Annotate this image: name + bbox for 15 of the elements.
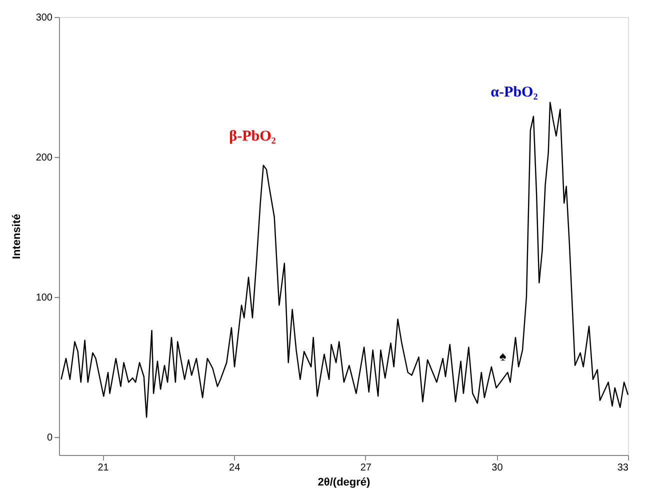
x-tick-label: 30 (492, 462, 504, 474)
x-axis-title: 2θ/(degré) (318, 476, 371, 488)
line-series (60, 102, 629, 418)
y-tick-label: 0 (46, 432, 53, 444)
y-tick-label: 200 (36, 152, 53, 164)
y-axis-title: Intensité (10, 214, 23, 260)
annotation: β-PbO₂ (229, 128, 276, 144)
x-tick-label: 33 (617, 462, 629, 474)
x-tick-label: 27 (360, 462, 372, 474)
y-tick-label: 100 (36, 292, 53, 304)
annotation: ♠ (499, 348, 506, 364)
y-tick-label: 300 (36, 12, 53, 24)
x-tick-label: 21 (98, 462, 110, 474)
annotation: α-PbO₂ (490, 84, 538, 100)
x-tick-label: 24 (229, 462, 241, 474)
